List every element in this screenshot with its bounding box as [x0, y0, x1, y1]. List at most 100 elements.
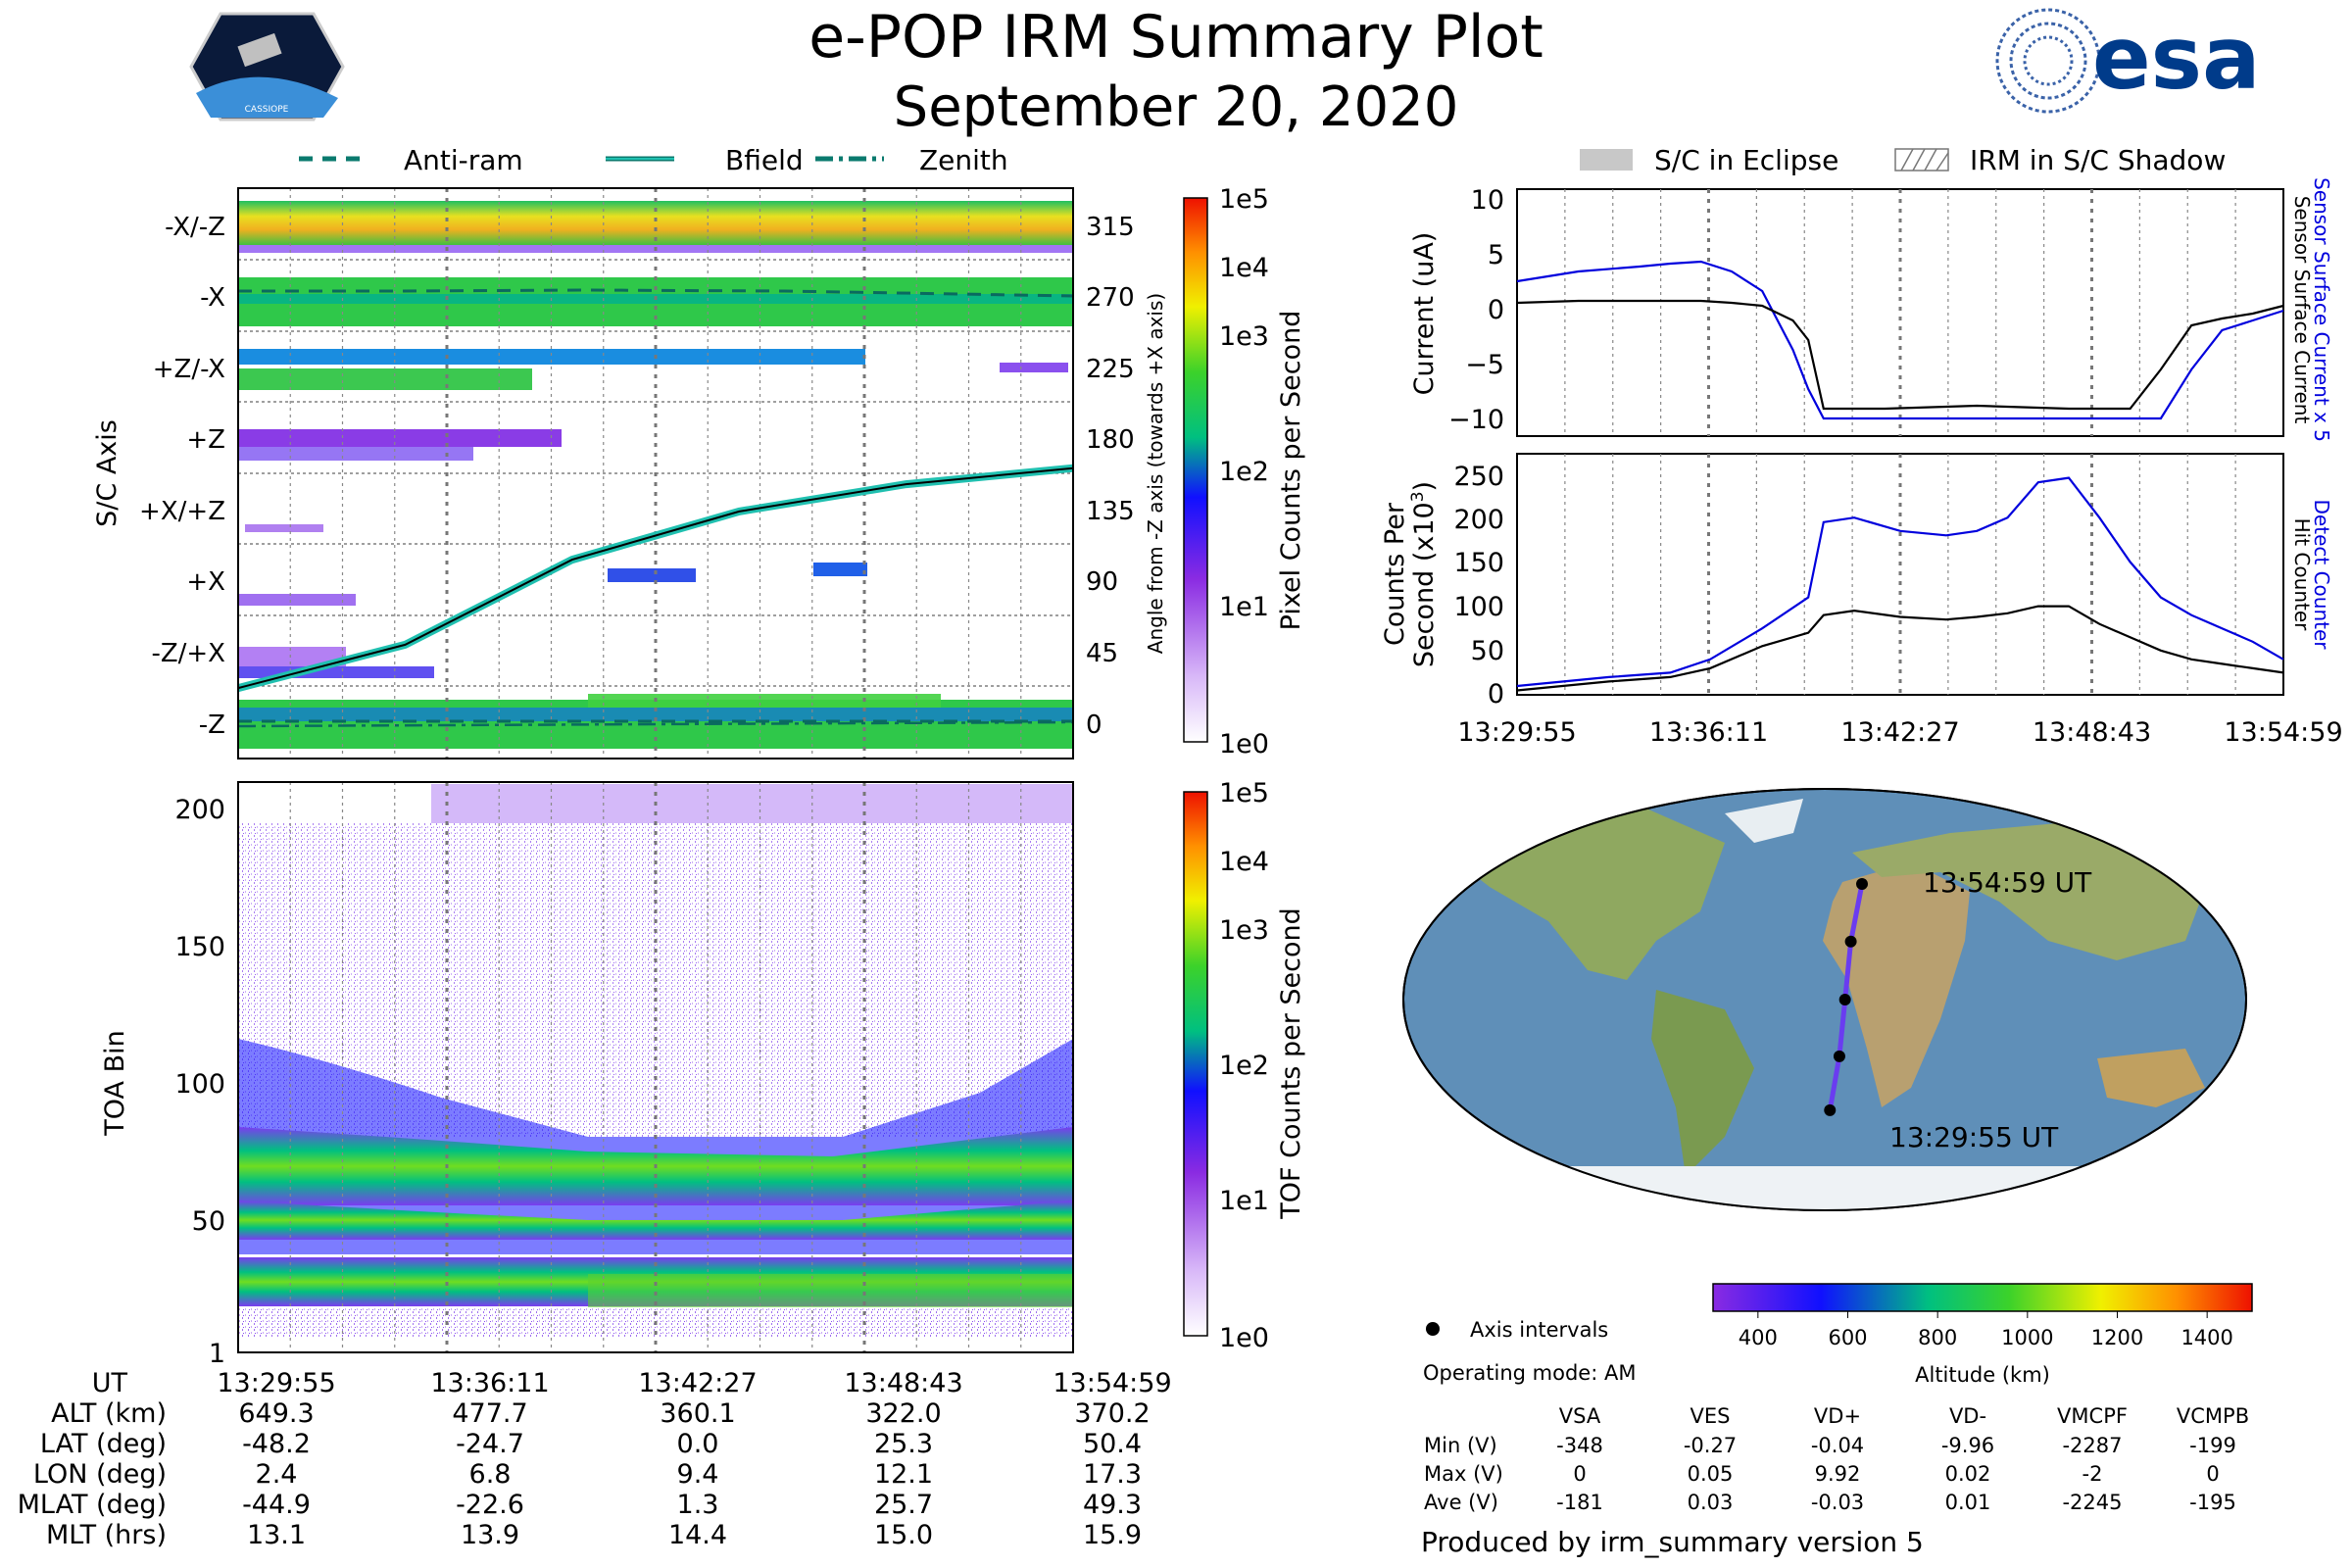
zenith-line	[237, 720, 1074, 728]
band-z	[238, 429, 562, 447]
voltage-value: -348	[1556, 1434, 1603, 1457]
australia	[2097, 1049, 2205, 1107]
track-start-label: 13:29:55 UT	[1889, 1121, 2059, 1153]
bfield-line-core	[237, 466, 1074, 690]
voltage-value: -0.04	[1811, 1434, 1864, 1457]
hit-counter-line	[1516, 605, 2284, 692]
ephemeris-label: LAT (deg)	[40, 1429, 167, 1459]
track-end-label: 13:54:59 UT	[1923, 866, 2092, 899]
legend-zenith: Zenith	[919, 144, 1008, 176]
ephemeris-value: -44.9	[242, 1490, 311, 1520]
toa-cbar-1e2: 1e2	[1219, 1051, 1269, 1081]
tick-minus-z: -Z	[199, 710, 225, 740]
counts-ylabel-close: )	[1409, 481, 1440, 492]
cbar-1e1: 1e1	[1219, 592, 1269, 622]
toa-panel: 200 150 100 50 1 TOA Bin	[100, 781, 1074, 1369]
ephemeris-value: 9.4	[677, 1459, 719, 1490]
current-panel: 10 5 0 −5 −10 Current (uA) Sensor Surfac…	[1409, 177, 2333, 442]
tick-toa-100: 100	[174, 1069, 225, 1100]
current-time-grid	[1564, 189, 2236, 436]
voltage-value: 0.03	[1688, 1491, 1734, 1514]
antarctica	[1403, 1166, 2246, 1210]
voltage-value: -9.96	[1941, 1434, 1994, 1457]
axis-interval-marker	[1426, 1322, 1440, 1336]
time-tick: 13:48:43	[2033, 717, 2151, 748]
ephemeris-label: MLT (hrs)	[46, 1520, 167, 1550]
voltage-header: VD+	[1814, 1404, 1861, 1428]
pixel-y-ticks: -X/-Z -X +Z/-X +Z +X/+Z +X -Z/+X -Z	[139, 213, 225, 740]
counts-right-label-black: Hit Counter	[2290, 518, 2314, 631]
voltage-value: -199	[2189, 1434, 2236, 1457]
voltage-value: -2245	[2062, 1491, 2122, 1514]
tick-cur-m5: −5	[1465, 350, 1504, 380]
alt-tick: 600	[1828, 1326, 1867, 1349]
counts-time-grid	[1564, 454, 2236, 695]
orbit-point	[1844, 935, 1857, 948]
cbar-1e0: 1e0	[1219, 729, 1269, 760]
current-ylabel: Current (uA)	[1409, 232, 1440, 396]
current-line	[1516, 299, 2284, 411]
orbit-axis-intervals	[1824, 878, 1869, 1116]
tick-cnt-100: 100	[1453, 592, 1504, 622]
spectrogram-legend: Anti-ram Bfield Zenith	[299, 144, 1008, 176]
toa-cbar-1e0: 1e0	[1219, 1323, 1269, 1353]
cbar-1e2: 1e2	[1219, 457, 1269, 487]
ephemeris-value: 25.7	[874, 1490, 933, 1520]
current-right-label-blue: Sensor Surface Current x 5	[2310, 177, 2333, 442]
page-title: e-POP IRM Summary Plot	[808, 3, 1544, 72]
ephemeris-value: 370.2	[1074, 1398, 1150, 1429]
tick-270: 270	[1086, 283, 1135, 313]
current-right-label-black: Sensor Surface Current	[2290, 196, 2314, 424]
ephemeris-value: -24.7	[456, 1429, 524, 1459]
alt-tick: 800	[1918, 1326, 1957, 1349]
current-y-ticks: 10 5 0 −5 −10	[1448, 185, 1504, 435]
voltage-table: VSA VES VD+ VD- VMCPF VCMPB Min (V) -348 -0.27 -…	[1424, 1404, 2249, 1514]
toa-y-ticks: 200 150 100 50 1	[174, 795, 225, 1369]
tick-xz-pos: +X/+Z	[139, 497, 225, 526]
ephemeris-value: 13.1	[247, 1520, 306, 1550]
ephemeris-value: 13:54:59	[1053, 1368, 1171, 1398]
tick-90: 90	[1086, 567, 1118, 597]
counts-right-label-blue: Detect Counter	[2310, 500, 2333, 651]
tick-cnt-150: 150	[1453, 548, 1504, 578]
tick-cnt-0: 0	[1488, 679, 1504, 710]
tick-cur-0: 0	[1488, 295, 1504, 325]
tick-cur-m10: −10	[1448, 405, 1504, 435]
legend-anti-ram: Anti-ram	[404, 144, 523, 176]
pixel-right-ticks: 315 270 225 180 135 90 45 0	[1086, 213, 1135, 740]
ephemeris-value: 0.0	[677, 1429, 719, 1459]
voltage-header: VCMPB	[2177, 1404, 2249, 1428]
toa-ylabel: TOA Bin	[100, 1030, 130, 1136]
tick-xz: -X/-Z	[165, 213, 225, 242]
tick-zx: +Z/-X	[153, 355, 225, 384]
altitude-colorbar: 400 600 800 1000 1200 1400 Altitude (km)	[1712, 1283, 2253, 1387]
tick-225: 225	[1086, 355, 1135, 384]
time-tick: 13:36:11	[1649, 717, 1768, 748]
pixel-panel: -X/-Z -X +Z/-X +Z +X/+Z +X -Z/+X -Z S/C …	[92, 187, 1167, 760]
ephemeris-value: 13:29:55	[217, 1368, 335, 1398]
cbar-1e3: 1e3	[1219, 321, 1269, 352]
ephemeris-value: 1.3	[677, 1490, 719, 1520]
ephemeris-value: 322.0	[865, 1398, 941, 1429]
tick-zx-pos: -Z/+X	[151, 639, 225, 668]
voltage-value: 0.01	[1945, 1491, 1991, 1514]
tick-toa-200: 200	[174, 795, 225, 825]
counts-ylabel-2-main: Second (x10	[1409, 502, 1440, 667]
tick-135: 135	[1086, 497, 1135, 526]
tick-cnt-250: 250	[1453, 462, 1504, 492]
tick-315: 315	[1086, 213, 1135, 242]
housekeeping-legend: S/C in Eclipse IRM in S/C Shadow	[1580, 144, 2226, 176]
counts-ylabel-exp: 3	[1408, 491, 1428, 502]
cbar-1e4: 1e4	[1219, 253, 1269, 283]
band-zx-lower	[238, 368, 532, 390]
pixel-ylabel: S/C Axis	[92, 419, 122, 527]
tick-z: +Z	[186, 425, 225, 455]
ephemeris-value: 49.3	[1083, 1490, 1142, 1520]
axis-interval-label: Axis intervals	[1470, 1318, 1608, 1342]
orbit-point	[1838, 994, 1851, 1005]
tick-cnt-200: 200	[1453, 505, 1504, 535]
ephemeris-value: 360.1	[660, 1398, 735, 1429]
toa-band-middle	[238, 1200, 1073, 1240]
